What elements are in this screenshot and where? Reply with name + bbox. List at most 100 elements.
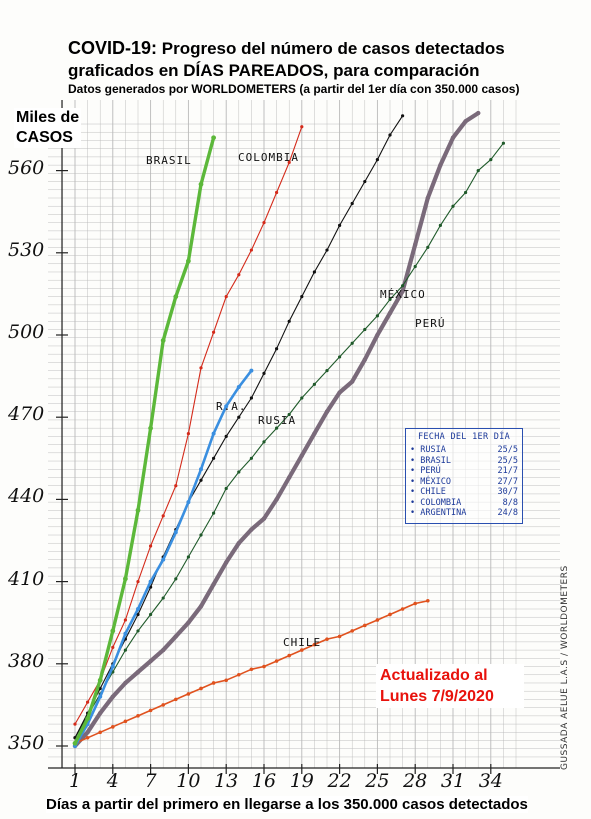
data-point-mexico: [262, 371, 266, 375]
legend-country: COLOMBIA: [410, 498, 461, 509]
legend-country: CHILE: [410, 487, 446, 498]
data-point-argentina: [186, 500, 191, 505]
data-point-brasil: [72, 740, 78, 746]
data-point-argentina: [211, 431, 216, 436]
legend-country: ARGENTINA: [410, 508, 466, 519]
data-point-chile: [136, 714, 140, 718]
data-point-peru: [261, 516, 267, 521]
series-label-mexico: MÉXICO: [380, 288, 426, 301]
data-point-brasil: [97, 677, 103, 683]
data-point-peru: [224, 560, 229, 565]
data-point-chile: [363, 623, 367, 628]
data-point-peru: [98, 710, 103, 716]
legend-row: BRASIL 25/5: [410, 456, 518, 467]
data-point-brasil: [110, 628, 116, 634]
data-point-chile: [274, 659, 279, 663]
data-point-peru: [387, 310, 393, 316]
data-point-brasil: [148, 425, 154, 431]
data-point-peru: [110, 694, 116, 699]
data-point-argentina: [98, 694, 103, 699]
y-axis-label-line1: Miles de: [16, 109, 80, 126]
series-label-colombia: COLOMBIA: [238, 151, 299, 164]
data-point-peru: [425, 195, 430, 201]
data-point-peru: [312, 431, 317, 436]
data-point-rusia: [350, 341, 354, 345]
data-point-rusia: [262, 440, 266, 444]
x-tick-label: 22: [327, 770, 352, 792]
legend-date: 30/7: [497, 487, 518, 497]
data-point-peru: [350, 379, 355, 384]
legend-header: FECHA DEL 1ER DÍA: [417, 432, 511, 442]
data-point-rusia: [174, 577, 178, 581]
data-point-peru: [362, 357, 367, 362]
x-tick-label: 25: [365, 770, 390, 792]
data-point-chile: [111, 725, 115, 729]
x-tick-label: 19: [289, 770, 314, 792]
data-point-chile: [375, 618, 380, 622]
data-point-rusia: [438, 223, 442, 227]
data-point-argentina: [136, 607, 140, 611]
data-point-colombia: [161, 514, 165, 518]
data-point-chile: [426, 598, 430, 603]
data-point-brasil: [173, 294, 179, 300]
data-point-chile: [237, 672, 241, 677]
legend-country: RUSIA: [410, 445, 446, 456]
data-point-colombia: [212, 330, 216, 334]
data-point-brasil: [160, 338, 166, 343]
data-point-chile: [300, 648, 304, 652]
data-point-brasil: [85, 716, 90, 721]
data-point-rusia: [224, 486, 228, 491]
data-point-rusia: [212, 511, 216, 515]
data-point-mexico: [375, 158, 379, 162]
data-point-peru: [186, 620, 191, 625]
data-point-rusia: [464, 190, 468, 195]
credit-signature: GUSSADA AELUE L.A.S / WORLDOMETERS: [560, 565, 570, 770]
chart-title-line2: graficados en DÍAS PAREADOS, para compar…: [68, 61, 480, 80]
data-point-peru: [324, 409, 330, 414]
data-point-chile: [148, 708, 153, 713]
data-point-argentina: [249, 368, 254, 373]
data-point-peru: [236, 541, 241, 546]
x-tick-label: 16: [251, 770, 277, 792]
data-point-mexico: [363, 179, 367, 184]
data-point-colombia: [73, 722, 77, 726]
data-point-colombia: [249, 248, 253, 252]
legend-date: 8/8: [502, 497, 518, 508]
legend-row: CHILE 30/7: [410, 487, 518, 498]
data-point-brasil: [186, 258, 191, 264]
update-note-line2: Lunes 7/9/2020: [380, 688, 494, 705]
legend-date: 24/8: [497, 508, 518, 518]
y-tick-label: 440: [8, 485, 45, 508]
data-point-rusia: [388, 297, 392, 301]
data-point-colombia: [237, 273, 241, 277]
data-point-chile: [85, 735, 90, 740]
data-point-chile: [249, 667, 254, 672]
data-point-rusia: [275, 426, 279, 430]
data-point-argentina: [173, 530, 178, 535]
legend-date: 25/5: [497, 455, 518, 466]
data-point-mexico: [401, 114, 405, 118]
legend-row: PERÚ 21/7: [410, 466, 518, 477]
legend-date: 21/7: [497, 466, 518, 476]
data-point-peru: [299, 453, 304, 458]
data-point-rusia: [363, 327, 367, 332]
data-point-colombia: [275, 190, 279, 195]
data-point-argentina: [236, 385, 241, 390]
y-tick-label: 380: [8, 649, 45, 672]
data-point-peru: [161, 647, 166, 653]
x-tick-label: 7: [144, 770, 157, 792]
data-point-colombia: [136, 580, 140, 584]
data-point-peru: [123, 680, 128, 686]
data-point-rusia: [161, 596, 165, 600]
data-point-chile: [98, 730, 102, 735]
data-point-rusia: [426, 245, 430, 249]
data-point-rusia: [489, 158, 493, 162]
data-point-colombia: [86, 700, 90, 704]
x-tick-label: 28: [403, 770, 428, 792]
data-point-rusia: [312, 382, 316, 386]
data-point-chile: [123, 719, 128, 724]
data-point-peru: [400, 288, 405, 294]
data-point-peru: [287, 475, 292, 480]
data-point-mexico: [224, 434, 228, 438]
